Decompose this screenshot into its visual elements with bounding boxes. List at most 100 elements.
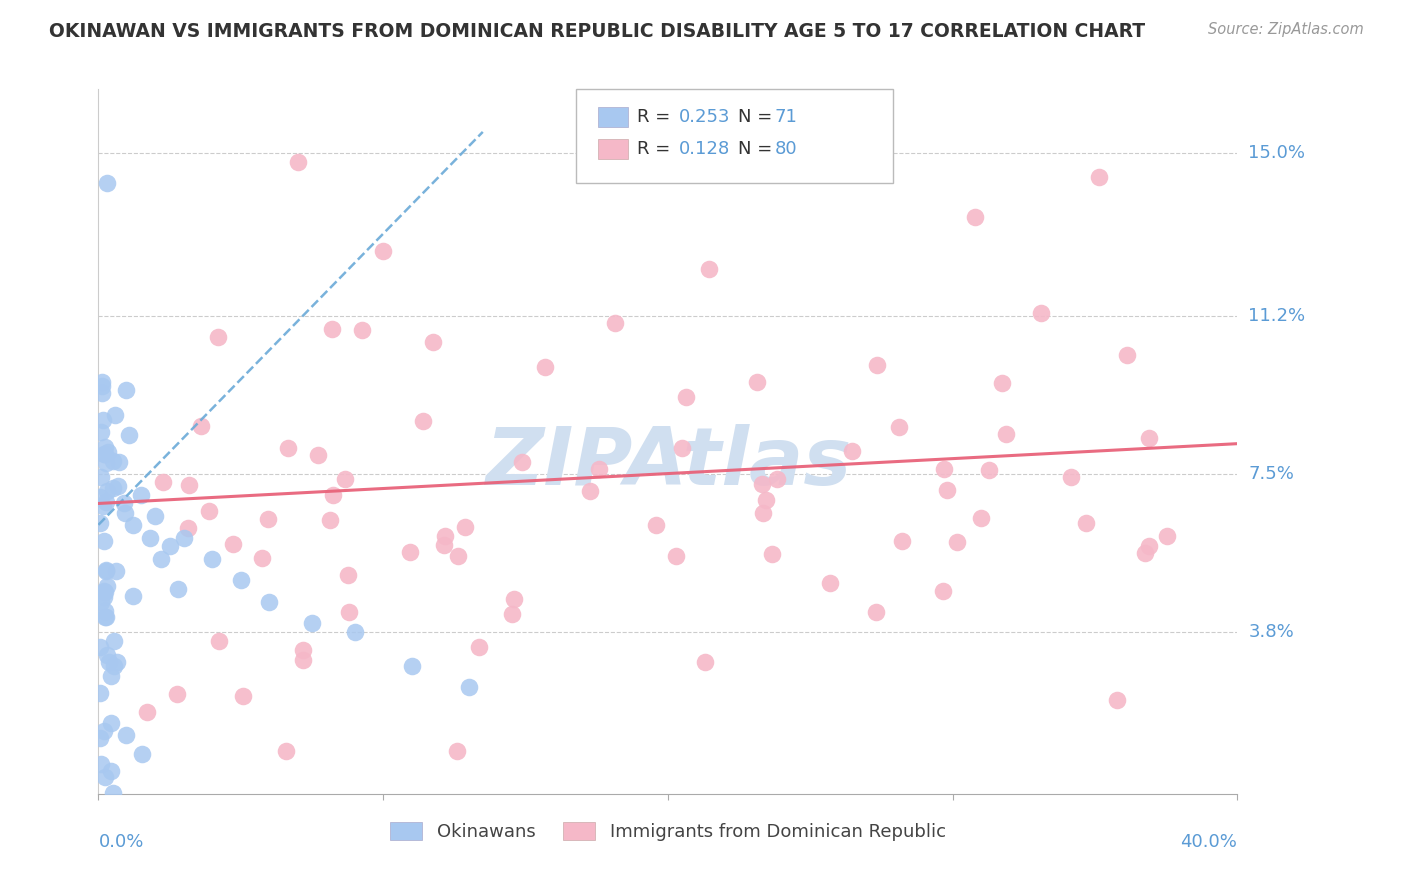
Point (229, 574, 252, 588)
Point (292, 653, 315, 667)
Point (343, 624, 366, 639)
Point (693, 655, 716, 669)
Point (755, 492, 778, 507)
Point (350, 323, 373, 337)
Point (447, 549, 470, 563)
Point (89, 516, 111, 530)
Point (818, 576, 841, 591)
Point (112, 496, 135, 510)
Point (1156, 529, 1178, 543)
Point (101, 481, 124, 495)
Point (94, 456, 117, 470)
Point (841, 443, 863, 458)
Point (93, 440, 115, 454)
Point (101, 786, 124, 800)
Point (159, 539, 181, 553)
Point (93, 533, 115, 548)
Point (114, 384, 136, 398)
Point (257, 512, 280, 526)
Point (664, 549, 686, 564)
Point (96, 648, 118, 663)
Point (97, 655, 120, 669)
Point (197, 504, 219, 518)
Point (644, 518, 666, 533)
Point (977, 463, 1000, 477)
Point (93, 583, 115, 598)
Point (100, 764, 122, 779)
Point (93, 724, 115, 739)
Point (510, 455, 533, 469)
Point (675, 390, 697, 404)
Point (752, 507, 775, 521)
Point (422, 335, 444, 350)
Point (603, 316, 626, 330)
Point (991, 376, 1014, 390)
Point (588, 462, 610, 476)
Point (129, 488, 152, 502)
Point (93, 590, 115, 604)
Point (373, 244, 395, 259)
Legend: Okinawans, Immigrants from Dominican Republic: Okinawans, Immigrants from Dominican Rep… (382, 814, 953, 848)
Point (454, 520, 477, 534)
Point (131, 747, 153, 762)
Point (207, 633, 229, 648)
Point (91, 375, 114, 389)
Point (89, 731, 111, 745)
Point (412, 414, 434, 428)
Point (105, 655, 128, 669)
Point (207, 330, 229, 344)
Point (232, 689, 254, 703)
Point (319, 513, 342, 527)
Point (931, 583, 953, 598)
Point (337, 605, 360, 619)
Point (118, 427, 141, 442)
Text: 80: 80 (775, 140, 797, 158)
Point (101, 454, 124, 468)
Point (91, 379, 114, 393)
Point (1116, 348, 1139, 362)
Point (1031, 306, 1053, 320)
Point (138, 531, 160, 545)
Point (103, 634, 125, 648)
Point (333, 472, 356, 486)
Point (433, 538, 456, 552)
Point (259, 595, 281, 609)
Point (96, 495, 118, 509)
Point (89, 686, 111, 700)
Point (274, 744, 297, 758)
Point (114, 506, 136, 520)
Point (1088, 170, 1111, 185)
Point (152, 475, 174, 490)
Point (173, 531, 195, 545)
Point (1060, 470, 1083, 484)
Point (201, 552, 224, 566)
Point (671, 441, 693, 455)
Text: ZIPAtlas: ZIPAtlas (485, 424, 851, 501)
Point (995, 427, 1018, 442)
Point (114, 728, 136, 742)
Point (145, 509, 167, 524)
Point (90, 425, 112, 439)
Point (91, 499, 114, 513)
Point (90, 757, 112, 772)
Text: 0.0%: 0.0% (98, 832, 143, 851)
Text: 0.253: 0.253 (679, 108, 731, 126)
Point (322, 488, 344, 502)
Point (94, 604, 117, 618)
Point (287, 154, 309, 169)
Point (946, 535, 969, 549)
Point (250, 551, 273, 566)
Point (887, 420, 910, 434)
Point (108, 454, 131, 468)
Point (751, 477, 773, 491)
Point (433, 528, 456, 542)
Point (761, 547, 783, 561)
Point (277, 441, 299, 455)
Point (94, 609, 117, 624)
Point (90, 470, 112, 484)
Point (292, 642, 315, 657)
Point (1074, 516, 1097, 530)
Point (166, 687, 188, 701)
Point (103, 658, 125, 673)
Point (93, 447, 115, 461)
